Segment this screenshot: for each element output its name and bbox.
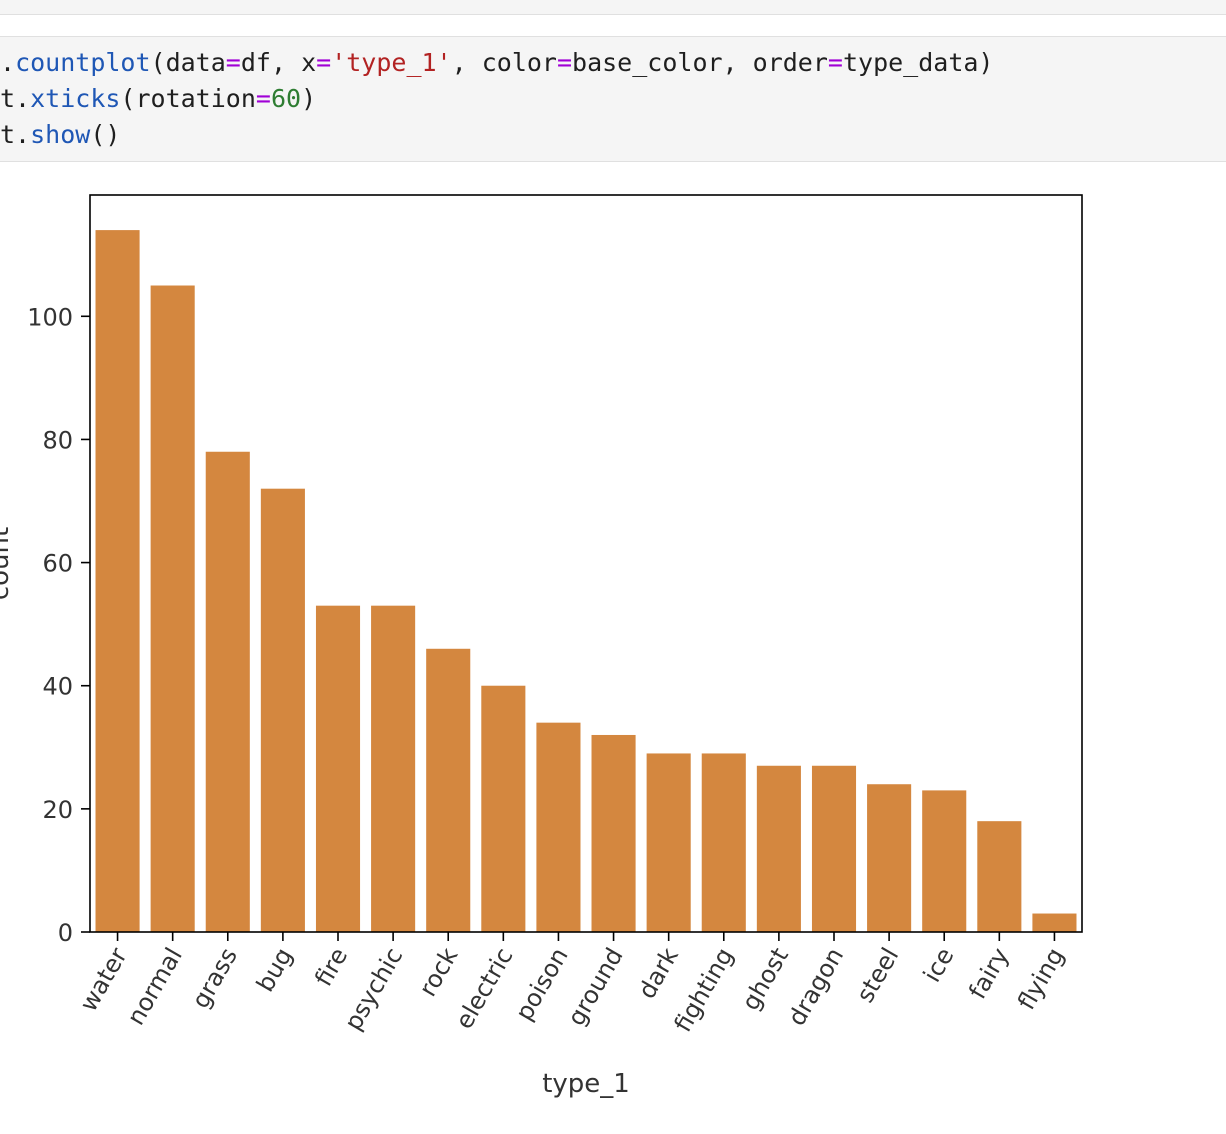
code-token: t. (0, 120, 31, 149)
bar-dragon (811, 765, 857, 932)
x-axis-label: type_1 (542, 1069, 630, 1099)
bar-fire (315, 605, 361, 932)
x-tick-label: water (74, 943, 133, 1016)
x-tick-label: rock (414, 943, 464, 1001)
y-tick-label: 100 (27, 303, 73, 331)
code-token: df, x (240, 48, 317, 77)
x-tick-label: grass (186, 943, 243, 1013)
bar-bug (260, 488, 305, 932)
code-token: = (827, 48, 843, 77)
code-token: = (316, 48, 332, 77)
code-token: type_data) (842, 48, 994, 77)
x-tick-label: normal (122, 943, 188, 1030)
bar-ground (591, 734, 636, 932)
code-token: ) (301, 84, 317, 113)
bar-normal (150, 285, 195, 932)
x-tick-label: dark (633, 943, 684, 1004)
bar-poison (536, 722, 581, 932)
y-tick-label: 0 (58, 919, 73, 947)
bar-steel (867, 784, 912, 932)
bar-fighting (701, 753, 746, 932)
bar-ghost (756, 765, 801, 932)
code-cell[interactable]: .countplot(data=df, x='type_1', color=ba… (0, 36, 1226, 162)
bar-rock (426, 648, 471, 932)
bar-water (95, 230, 140, 933)
bar-psychic (371, 605, 416, 932)
x-tick-label: flying (1012, 943, 1069, 1015)
code-token: show (30, 120, 91, 149)
code-token: () (90, 120, 121, 149)
bar-grass (205, 451, 250, 932)
code-token: (rotation (120, 84, 256, 113)
y-tick-label: 60 (42, 550, 73, 578)
code-line: .countplot(data=df, x='type_1', color=ba… (0, 45, 993, 81)
bar-electric (481, 685, 526, 932)
code-token: 60 (270, 84, 302, 113)
code-line: t.xticks(rotation=60) (0, 81, 316, 117)
code-token: xticks (30, 84, 121, 113)
cell-output: 0 20 40 60 80 100 water normal grass bug fire psych… (0, 162, 1226, 1134)
code-token: base_color, order (572, 48, 828, 77)
bar-ice (922, 790, 967, 932)
y-tick-label: 80 (42, 426, 73, 454)
x-tick-label: ice (918, 943, 960, 987)
bar-fairy (977, 821, 1022, 932)
x-tick-label: steel (851, 943, 904, 1007)
code-token: = (225, 48, 241, 77)
previous-cell-edge (0, 0, 1226, 15)
x-tick-label: ghost (736, 943, 794, 1015)
bar-flying (1032, 913, 1077, 932)
code-token: (data (150, 48, 226, 77)
x-tick-label: fairy (963, 943, 1014, 1004)
x-tick-label: fire (309, 943, 353, 991)
code-token: , color (451, 48, 557, 77)
y-axis-label: count (0, 527, 15, 600)
y-tick-label: 40 (42, 673, 73, 701)
code-token: 'type_1' (331, 48, 452, 77)
y-tick-label: 20 (42, 796, 73, 824)
code-token: countplot (15, 48, 151, 77)
code-token: t. (0, 84, 31, 113)
code-token: . (0, 48, 16, 77)
bar-dark (646, 753, 691, 932)
plot-frame (89, 194, 1083, 933)
code-line: t.show() (0, 117, 120, 153)
code-token: = (556, 48, 573, 77)
x-tick-label: bug (251, 943, 298, 997)
code-token: = (255, 84, 271, 113)
